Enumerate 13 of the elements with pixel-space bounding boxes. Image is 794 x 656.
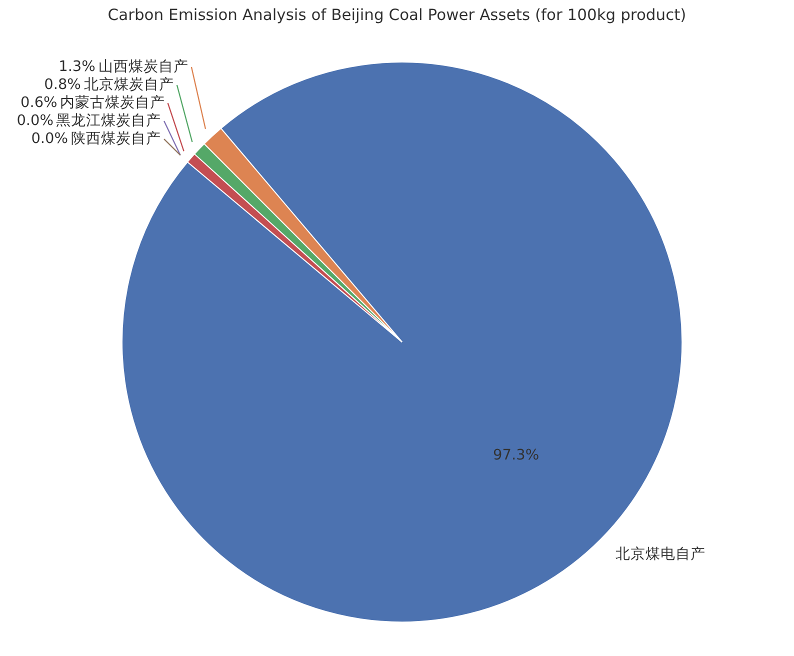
legend-label: 陕西煤炭自产 xyxy=(71,130,162,148)
text: 0.0% xyxy=(16,113,54,130)
slice-label: 内蒙古煤炭自产 xyxy=(60,94,165,112)
category-label: 黑龙江煤炭自产 xyxy=(56,113,162,130)
slice-label: 北京煤电自产 xyxy=(615,545,706,562)
slice-label: 山西煤炭自产 xyxy=(98,58,188,76)
chart-title: Carbon Emission Analysis of Beijing Coal Power Assets (for 100kg product) xyxy=(106,6,688,24)
data-label: 1.3% xyxy=(58,59,96,76)
data-label: 97.3% xyxy=(493,448,540,464)
slice-label: 北京煤炭自产 xyxy=(84,76,174,94)
data-label: 0.6% xyxy=(20,95,58,112)
text: 0.0% xyxy=(31,131,68,148)
data-label: 0.8% xyxy=(44,77,81,94)
